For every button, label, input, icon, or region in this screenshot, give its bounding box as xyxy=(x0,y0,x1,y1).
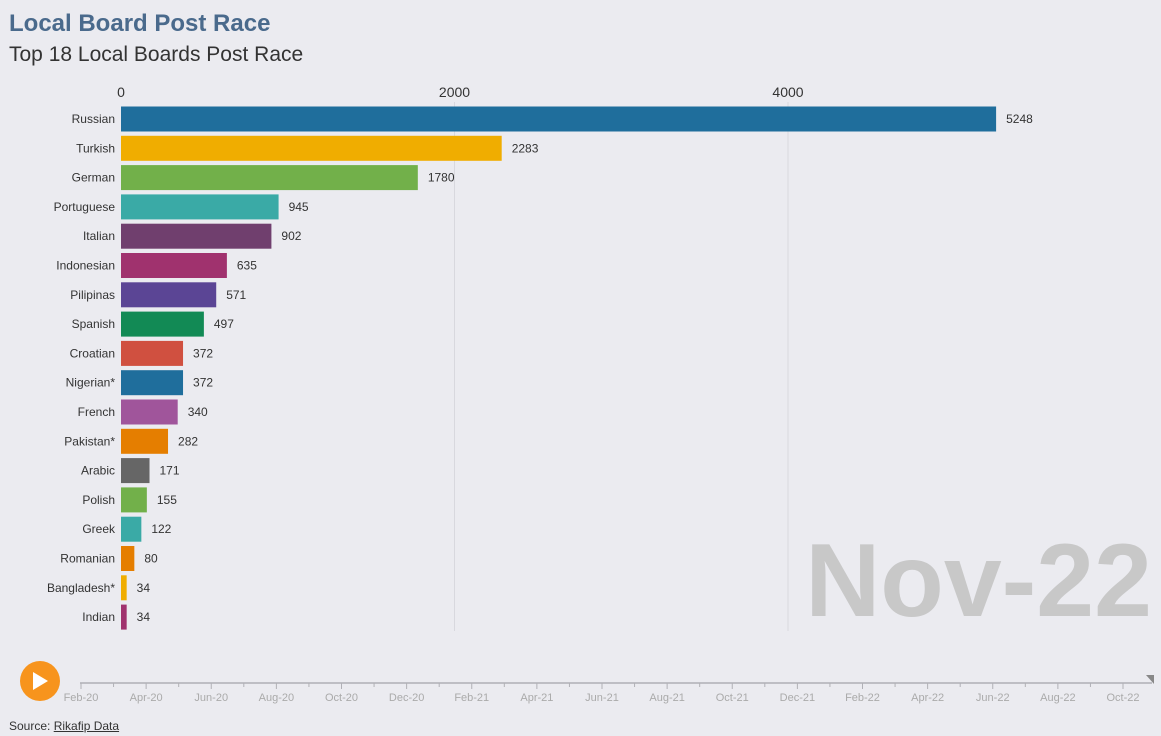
data-label: 340 xyxy=(188,405,208,419)
bar xyxy=(121,370,184,396)
bar xyxy=(121,604,127,630)
category-label: Croatian xyxy=(70,346,115,360)
chart-subtitle: Top 18 Local Boards Post Race xyxy=(9,43,304,66)
data-label: 155 xyxy=(157,493,177,507)
data-label: 372 xyxy=(193,346,213,360)
category-label: Romanian xyxy=(60,552,115,566)
data-label: 372 xyxy=(193,376,213,390)
timeline-label: Feb-20 xyxy=(64,692,99,704)
bar xyxy=(121,194,279,220)
category-label: Arabic xyxy=(81,464,115,478)
bar xyxy=(121,399,178,425)
play-icon xyxy=(33,672,48,690)
bar xyxy=(121,575,127,601)
bar xyxy=(121,516,142,542)
category-label: Spanish xyxy=(72,317,115,331)
chart-title: Local Board Post Race xyxy=(9,10,271,37)
category-label: Nigerian* xyxy=(66,376,116,390)
timeline-label: Oct-20 xyxy=(325,692,358,704)
bar xyxy=(121,282,217,308)
bar xyxy=(121,253,227,278)
x-axis-ticks: 0 2000 4000 xyxy=(117,84,804,100)
x-tick-label: 0 xyxy=(117,84,125,100)
category-label: Turkish xyxy=(76,141,115,155)
timeline-label: Feb-22 xyxy=(845,692,880,704)
source-prefix: Source: xyxy=(9,719,54,733)
data-label: 34 xyxy=(137,581,151,595)
data-label: 5248 xyxy=(1006,112,1033,126)
category-label: French xyxy=(78,405,115,419)
data-label: 34 xyxy=(137,610,151,624)
timeline-label: Oct-22 xyxy=(1106,692,1139,704)
timeline-label: Apr-20 xyxy=(130,692,163,704)
category-label: Greek xyxy=(82,522,116,536)
timeline-handle xyxy=(1146,675,1154,684)
bar xyxy=(121,311,204,337)
timeline-label: Feb-21 xyxy=(454,692,489,704)
data-label: 80 xyxy=(144,552,158,566)
category-label: Indonesian xyxy=(56,259,115,273)
timeline-label: Oct-21 xyxy=(716,692,749,704)
bar xyxy=(121,165,418,191)
data-label: 2283 xyxy=(512,141,539,155)
category-label: Indian xyxy=(82,610,115,624)
category-label: Italian xyxy=(83,229,115,243)
timeline-label: Jun-21 xyxy=(585,692,619,704)
category-label: Pakistan* xyxy=(64,434,115,448)
bar xyxy=(121,135,502,161)
bar xyxy=(121,458,150,484)
data-label: 1780 xyxy=(428,171,455,185)
source-link[interactable]: Rikafip Data xyxy=(53,719,120,733)
data-label: 282 xyxy=(178,434,198,448)
timeline-label: Dec-20 xyxy=(389,692,424,704)
data-label: 122 xyxy=(151,522,171,536)
timeline-label: Dec-21 xyxy=(780,692,815,704)
timeline-slider[interactable]: Feb-20 Apr-20 Jun-20 Aug-20 Oct-20 Dec-20 Feb-… xyxy=(64,675,1154,704)
data-label: 497 xyxy=(214,317,234,331)
bar xyxy=(121,340,184,366)
bar xyxy=(121,428,169,454)
source-note: Source: Rikafip Data xyxy=(9,719,119,733)
data-label: 571 xyxy=(226,288,246,302)
timeline-label: Apr-22 xyxy=(911,692,944,704)
x-tick-label: 4000 xyxy=(772,84,803,100)
data-label: 945 xyxy=(289,200,309,214)
category-label: Bangladesh* xyxy=(47,581,115,595)
data-label: 635 xyxy=(237,259,257,273)
bar xyxy=(121,487,147,513)
category-label: Pilipinas xyxy=(70,288,115,302)
timeline-label: Aug-21 xyxy=(649,692,684,704)
grid-lines xyxy=(454,102,789,631)
timeline-label: Aug-22 xyxy=(1040,692,1075,704)
x-tick-label: 2000 xyxy=(439,84,470,100)
timeline-label: Jun-22 xyxy=(976,692,1010,704)
category-label: Portuguese xyxy=(54,200,116,214)
bars: Russian 5248 Turkish 2283 German 1780 Portugue… xyxy=(47,106,1033,630)
category-label: German xyxy=(72,171,115,185)
data-label: 902 xyxy=(281,229,301,243)
timeline-label: Jun-20 xyxy=(194,692,228,704)
bar xyxy=(121,106,997,132)
category-label: Russian xyxy=(72,112,115,126)
current-period-label: Nov-22 xyxy=(805,523,1152,639)
data-label: 171 xyxy=(160,464,180,478)
bar xyxy=(121,223,272,249)
play-button[interactable] xyxy=(20,661,60,701)
timeline-label: Aug-20 xyxy=(259,692,294,704)
category-label: Polish xyxy=(82,493,115,507)
timeline-label: Apr-21 xyxy=(520,692,553,704)
bar xyxy=(121,546,135,571)
